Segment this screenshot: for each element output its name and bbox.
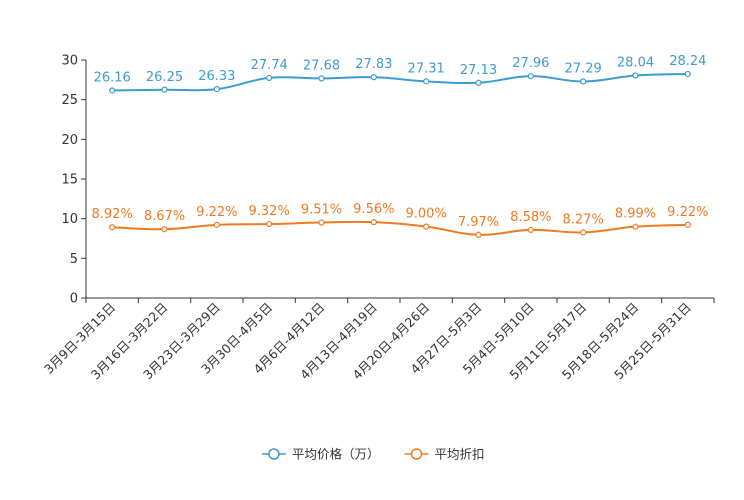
data-label: 27.31 bbox=[408, 61, 445, 76]
data-point bbox=[318, 219, 325, 226]
data-label: 7.97% bbox=[458, 215, 499, 230]
data-label: 28.04 bbox=[617, 56, 654, 71]
y-tick-label: 30 bbox=[61, 54, 78, 69]
legend-item-1: 平均价格（万） bbox=[262, 447, 380, 462]
series-1: 26.16 26.25 26.33 27.74 27.68 27.83 27.31 27.13… bbox=[94, 54, 706, 94]
data-label: 9.22% bbox=[196, 205, 237, 220]
data-label: 8.92% bbox=[92, 207, 133, 222]
legend-label: 平均折扣 bbox=[435, 447, 485, 462]
data-label: 8.99% bbox=[615, 207, 656, 222]
series-line bbox=[112, 72, 688, 92]
data-label: 26.25 bbox=[146, 70, 183, 85]
data-point bbox=[527, 73, 534, 80]
data-label: 27.74 bbox=[251, 58, 288, 73]
data-point bbox=[370, 74, 377, 81]
data-point bbox=[475, 79, 482, 86]
data-point bbox=[318, 75, 325, 82]
data-point bbox=[109, 87, 116, 94]
y-tick-label: 15 bbox=[61, 173, 78, 188]
data-label: 8.67% bbox=[144, 209, 185, 224]
data-label: 9.32% bbox=[249, 204, 290, 219]
data-label: 9.00% bbox=[406, 207, 447, 222]
data-point bbox=[632, 72, 639, 79]
data-label: 9.51% bbox=[301, 203, 342, 218]
data-label: 26.33 bbox=[198, 69, 235, 84]
data-label: 8.27% bbox=[563, 212, 604, 227]
data-point bbox=[161, 86, 168, 93]
data-point bbox=[632, 223, 639, 230]
data-point bbox=[684, 221, 691, 228]
legend-marker bbox=[410, 448, 423, 460]
data-point bbox=[423, 78, 430, 85]
data-point bbox=[580, 229, 587, 236]
legend-marker bbox=[268, 448, 280, 460]
y-tick-label: 0 bbox=[70, 292, 78, 307]
series-2: 8.92% 8.67% 9.22% 9.32% 9.51% 9.56% 9.00% 7.97%… bbox=[92, 202, 708, 238]
data-label: 28.24 bbox=[669, 54, 706, 69]
data-point bbox=[109, 224, 116, 231]
data-point bbox=[266, 74, 273, 82]
data-point bbox=[527, 226, 534, 234]
data-point bbox=[684, 70, 691, 78]
data-point bbox=[475, 231, 482, 238]
data-label: 27.29 bbox=[565, 61, 602, 76]
series-line bbox=[112, 220, 688, 236]
data-point bbox=[213, 86, 220, 93]
data-label: 27.96 bbox=[512, 56, 549, 71]
data-label: 9.22% bbox=[667, 205, 708, 220]
data-label: 8.58% bbox=[510, 210, 551, 225]
legend-label: 平均价格（万） bbox=[292, 447, 380, 462]
data-point bbox=[370, 219, 377, 226]
y-tick-label: 25 bbox=[61, 93, 78, 108]
data-label: 27.68 bbox=[303, 58, 340, 73]
data-point bbox=[423, 223, 430, 230]
data-point bbox=[580, 78, 587, 85]
data-label: 9.56% bbox=[353, 202, 394, 217]
data-label: 27.13 bbox=[460, 63, 497, 78]
y-tick-label: 20 bbox=[61, 133, 78, 148]
y-tick-label: 5 bbox=[70, 252, 78, 267]
legend-item-2: 平均折扣 bbox=[404, 447, 485, 462]
y-tick-label: 10 bbox=[61, 212, 78, 227]
data-label: 27.83 bbox=[355, 57, 392, 72]
data-point bbox=[266, 220, 273, 228]
data-point bbox=[161, 226, 168, 233]
data-label: 26.16 bbox=[94, 70, 131, 85]
data-point bbox=[213, 221, 220, 228]
